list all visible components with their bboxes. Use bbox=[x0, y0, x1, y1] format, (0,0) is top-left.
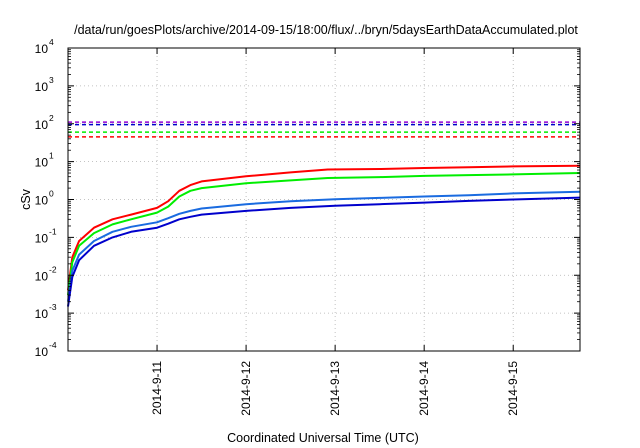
series-line bbox=[67, 172, 581, 296]
chart-title: /data/run/goesPlots/archive/2014-09-15/1… bbox=[74, 23, 578, 37]
y-axis-label: cSv bbox=[19, 188, 33, 210]
y-tick-exponent: -4 bbox=[49, 340, 57, 350]
y-tick-label: 10 bbox=[35, 307, 49, 321]
y-tick-label: 10 bbox=[35, 345, 49, 359]
x-tick-label: 2014-9-13 bbox=[328, 361, 342, 416]
x-tick-label: 2014-9-15 bbox=[506, 361, 520, 416]
axis-ticks bbox=[68, 47, 580, 352]
series-line bbox=[67, 164, 581, 291]
y-tick-exponent: -1 bbox=[49, 226, 57, 236]
x-tick-label: 2014-9-14 bbox=[417, 361, 431, 416]
series-line bbox=[67, 196, 581, 307]
x-axis-label: Coordinated Universal Time (UTC) bbox=[227, 431, 419, 445]
x-tick-labels: 2014-9-11 2014-9-12 2014-9-13 2014-9-14 2014… bbox=[150, 361, 520, 416]
y-tick-exponent: 1 bbox=[49, 151, 54, 161]
y-tick-exponent: -2 bbox=[49, 264, 57, 274]
y-tick-label: 10 bbox=[35, 231, 49, 245]
y-tick-label: 10 bbox=[35, 194, 49, 208]
y-tick-exponent: 2 bbox=[49, 113, 54, 123]
y-tick-exponent: 3 bbox=[49, 75, 54, 85]
y-tick-exponent: 4 bbox=[49, 37, 54, 47]
y-tick-label: 10 bbox=[35, 118, 49, 132]
y-tick-label: 10 bbox=[35, 42, 49, 56]
y-tick-label: 10 bbox=[35, 156, 49, 170]
series-line bbox=[67, 190, 581, 302]
data-series bbox=[67, 121, 581, 307]
y-tick-label: 10 bbox=[35, 80, 49, 94]
y-tick-label: 10 bbox=[35, 269, 49, 283]
x-tick-label: 2014-9-12 bbox=[239, 361, 253, 416]
y-tick-exponent: 0 bbox=[49, 189, 54, 199]
y-tick-exponent: -3 bbox=[49, 302, 57, 312]
x-tick-label: 2014-9-11 bbox=[150, 361, 164, 415]
